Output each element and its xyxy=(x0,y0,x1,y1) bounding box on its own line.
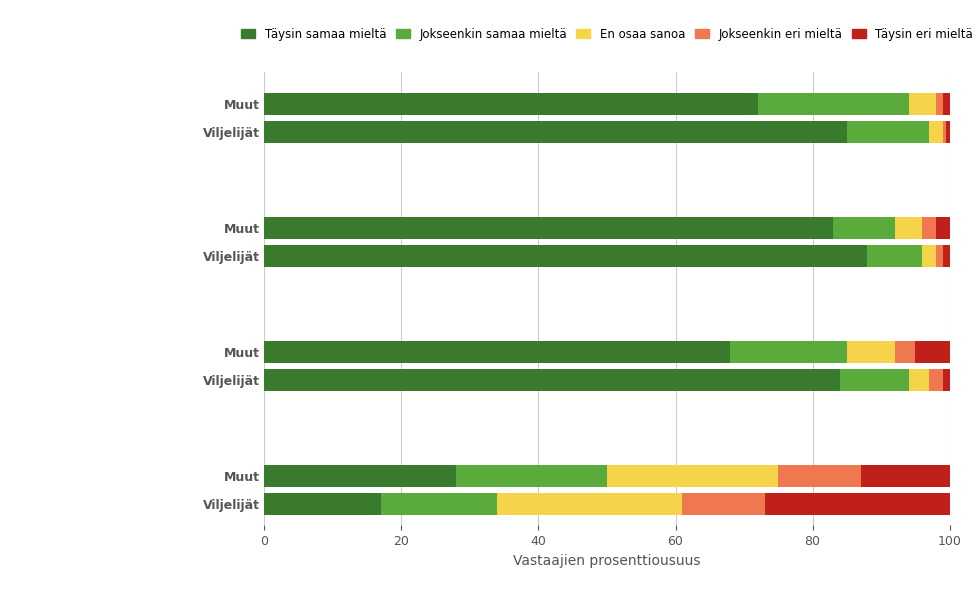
Bar xyxy=(928,369,942,390)
Bar xyxy=(380,493,497,515)
Bar xyxy=(264,245,867,267)
Bar xyxy=(264,93,757,115)
Bar xyxy=(894,341,914,363)
Bar xyxy=(764,493,949,515)
Bar xyxy=(846,121,928,143)
Bar xyxy=(264,121,846,143)
Legend: Täysin samaa mieltä, Jokseenkin samaa mieltä, En osaa sanoa, Jokseenkin eri miel: Täysin samaa mieltä, Jokseenkin samaa mi… xyxy=(236,23,977,45)
Bar xyxy=(935,93,942,115)
Bar xyxy=(757,93,908,115)
Bar xyxy=(894,217,921,239)
X-axis label: Vastaajien prosenttiousuus: Vastaajien prosenttiousuus xyxy=(512,553,700,568)
Bar xyxy=(832,217,894,239)
Bar xyxy=(867,245,921,267)
Bar xyxy=(942,245,949,267)
Bar xyxy=(921,217,935,239)
Bar xyxy=(928,121,942,143)
Bar xyxy=(942,93,949,115)
Bar xyxy=(264,369,839,390)
Bar xyxy=(846,341,894,363)
Bar xyxy=(606,465,778,487)
Bar xyxy=(945,121,949,143)
Bar xyxy=(942,369,949,390)
Bar xyxy=(908,369,928,390)
Bar xyxy=(935,245,942,267)
Bar xyxy=(839,369,908,390)
Bar xyxy=(456,465,606,487)
Bar xyxy=(935,217,949,239)
Bar xyxy=(778,465,860,487)
Bar xyxy=(264,493,380,515)
Bar xyxy=(914,341,949,363)
Bar xyxy=(860,465,949,487)
Bar xyxy=(497,493,682,515)
Bar xyxy=(264,465,456,487)
Bar xyxy=(730,341,846,363)
Bar xyxy=(908,93,935,115)
Bar xyxy=(264,217,832,239)
Bar xyxy=(921,245,935,267)
Bar xyxy=(682,493,764,515)
Bar xyxy=(942,121,946,143)
Bar xyxy=(264,341,730,363)
